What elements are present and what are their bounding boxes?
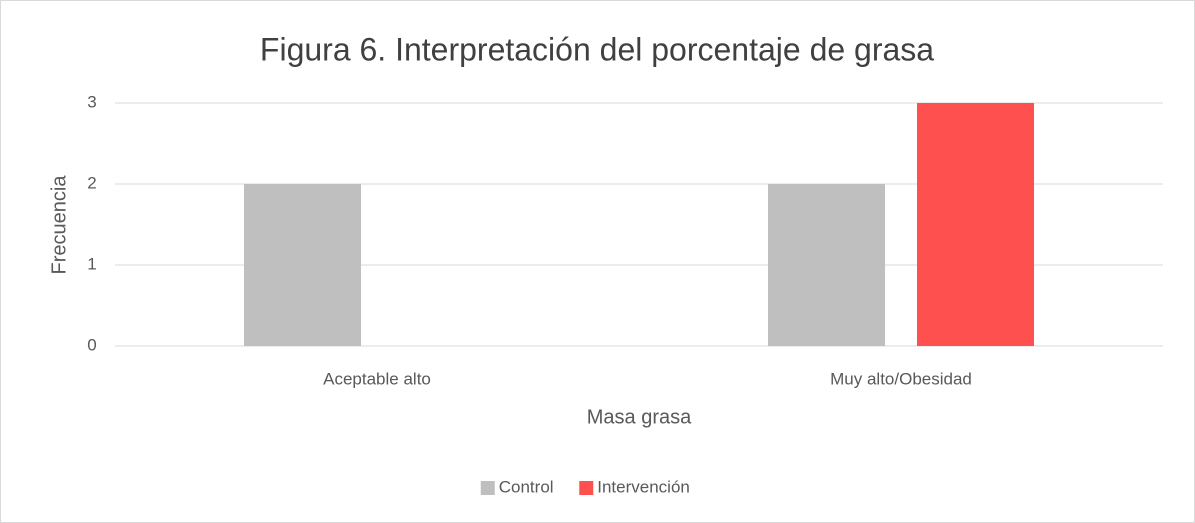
bar — [917, 103, 1034, 346]
y-tick-label: 1 — [87, 254, 96, 273]
bar — [244, 184, 361, 346]
y-tick-label: 2 — [87, 173, 96, 192]
legend-swatch — [480, 481, 495, 495]
legend-label: Intervención — [597, 477, 690, 496]
legend-swatch — [579, 481, 594, 495]
y-tick-label: 3 — [87, 92, 96, 111]
y-tick-label: 0 — [87, 335, 96, 354]
bar — [768, 184, 885, 346]
x-tick-label: Aceptable alto — [323, 369, 431, 388]
legend-label: Control — [499, 477, 554, 496]
chart-title: Figura 6. Interpretación del porcentaje … — [260, 31, 934, 67]
x-tick-label: Muy alto/Obesidad — [830, 369, 972, 388]
y-axis-title: Frecuencia — [48, 175, 70, 275]
x-axis-title: Masa grasa — [587, 406, 692, 428]
